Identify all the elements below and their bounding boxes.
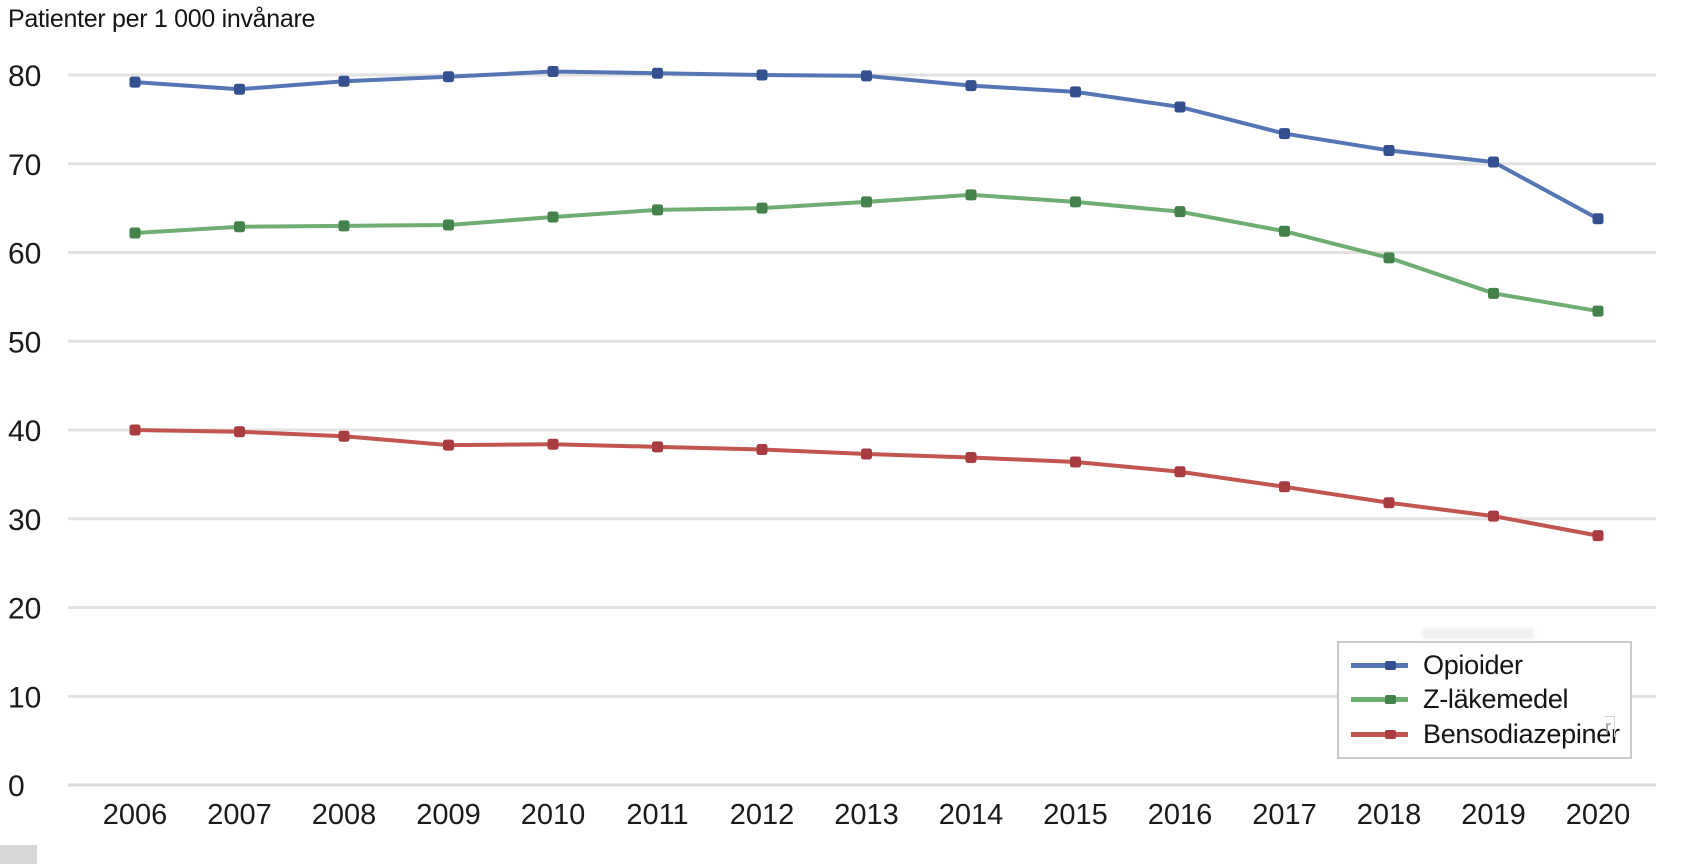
x-tick-label: 2007 [207,799,272,831]
data-point-marker [756,444,768,456]
data-point-marker [1488,156,1499,168]
data-point-marker [234,221,245,233]
data-point-marker [1383,497,1395,509]
x-tick-label: 2015 [1043,799,1108,831]
y-tick-label: 20 [8,593,41,626]
legend-swatch-marker [1385,695,1396,705]
data-point-marker [1070,86,1081,98]
y-tick-label: 40 [8,415,41,448]
data-point-marker [547,211,559,223]
data-point-marker [652,204,663,216]
stray-glyph-artifact: r [1604,716,1615,737]
data-point-marker [1174,466,1186,478]
data-point-marker [129,76,141,88]
data-point-marker [861,448,872,460]
x-tick-label: 2017 [1252,799,1317,831]
y-tick-label: 10 [8,681,41,714]
data-point-marker [1592,213,1604,225]
data-point-marker [1070,196,1081,208]
data-point-marker [1592,305,1604,317]
legend: Opioider Z-läkemedel Bensodiazepiner [1337,641,1632,759]
data-point-marker [1488,510,1499,522]
legend-swatch-marker [1385,660,1396,670]
x-tick-label: 2020 [1566,799,1631,831]
x-tick-label: 2009 [416,799,481,831]
y-axis-tick-labels: 0 10 20 30 40 50 60 70 80 [8,60,41,803]
data-point-marker [338,220,350,232]
y-tick-label: 50 [8,326,41,359]
x-tick-label: 2013 [834,799,899,831]
data-point-marker [1174,101,1186,113]
data-point-marker [443,439,454,451]
x-tick-label: 2012 [730,799,795,831]
x-tick-label: 2016 [1148,799,1213,831]
series-z-l-kemedel [129,189,1604,317]
y-tick-label: 30 [8,504,41,537]
legend-item-opioider: Opioider [1351,649,1626,682]
data-point-marker [1070,456,1081,468]
data-point-marker [756,202,768,214]
legend-swatch-opioider [1351,660,1408,670]
data-point-marker [861,70,872,82]
data-point-marker [338,430,350,442]
x-tick-label: 2010 [521,799,586,831]
corner-scan-artifact [0,845,37,864]
data-point-marker [234,83,245,95]
data-point-marker [338,75,350,87]
x-tick-label: 2011 [626,799,688,831]
data-point-marker [1383,252,1395,264]
y-tick-label: 60 [8,238,41,271]
data-point-marker [861,196,872,208]
data-point-marker [965,452,977,464]
data-point-marker [1592,530,1604,542]
data-point-marker [1383,144,1395,156]
data-point-marker [1488,287,1499,299]
data-point-marker [756,69,768,81]
data-point-marker [234,426,245,438]
x-tick-label: 2014 [939,799,1004,831]
series-opioider [129,65,1604,225]
x-axis-tick-labels: 2006 2007 2008 2009 2010 2011 2012 2013 2014 2015… [103,799,1631,831]
legend-item-bensodiazepiner: Bensodiazepiner [1351,718,1626,751]
x-tick-label: 2008 [312,799,377,831]
data-point-marker [1174,206,1186,218]
series-bensodiazepiner [129,424,1604,542]
y-tick-label: 80 [8,60,41,93]
x-tick-label: 2018 [1357,799,1422,831]
legend-swatch-marker [1385,730,1396,740]
data-point-marker [1279,481,1290,493]
legend-label-opioider: Opioider [1423,649,1523,680]
data-point-marker [1279,128,1290,140]
data-point-marker [652,441,663,453]
data-point-marker [129,227,141,239]
legend-label-bensodiazepiner: Bensodiazepiner [1423,719,1620,750]
chart-title: Patienter per 1 000 invånare [8,5,316,33]
scan-smudge-artifact [1422,628,1534,639]
data-point-marker [1279,225,1290,237]
legend-item-z-l-kemedel: Z-läkemedel [1351,683,1626,716]
data-point-marker [547,65,559,77]
y-tick-label: 70 [8,149,41,182]
data-point-marker [965,189,977,201]
x-tick-label: 2019 [1461,799,1526,831]
data-point-marker [443,71,454,83]
legend-label-z-l-kemedel: Z-läkemedel [1423,684,1569,715]
legend-swatch-bensodiazepiner [1351,730,1408,740]
x-tick-label: 2006 [103,799,168,831]
data-point-marker [443,219,454,231]
y-tick-label: 0 [8,770,25,803]
data-point-marker [129,424,141,436]
data-point-marker [547,438,559,450]
data-point-marker [652,67,663,79]
legend-swatch-z-l-kemedel [1351,695,1408,705]
data-point-marker [965,80,977,92]
